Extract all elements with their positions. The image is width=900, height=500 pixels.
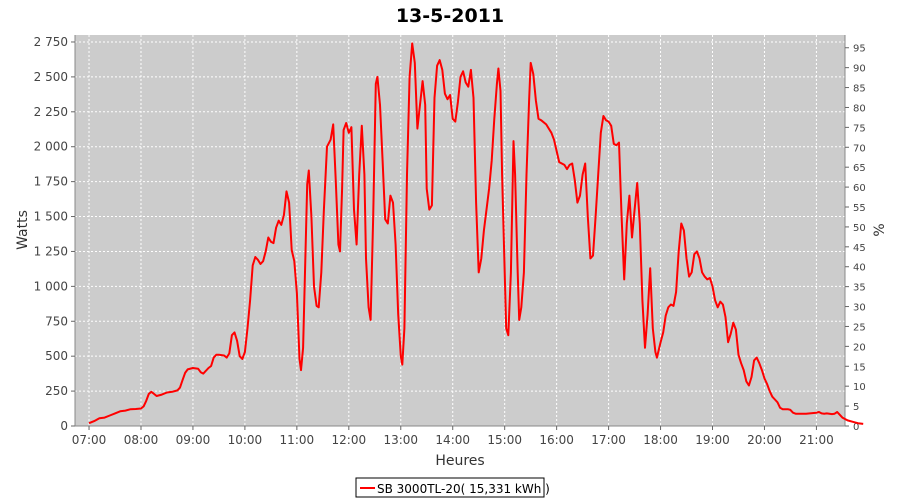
y2-tick-label: 75 xyxy=(853,123,866,134)
x-tick-label: 20:00 xyxy=(747,433,782,447)
x-tick-label: 08:00 xyxy=(124,433,159,447)
series-line xyxy=(88,42,864,425)
legend: SB 3000TL-20( 15,331 kWh ) xyxy=(355,477,550,498)
y-tick-label: 2 750 xyxy=(34,35,68,49)
x-tick-label: 09:00 xyxy=(176,433,211,447)
x-tick-label: 16:00 xyxy=(539,433,574,447)
y-tick-label: 1 000 xyxy=(34,279,68,293)
x-tick-label: 19:00 xyxy=(695,433,730,447)
y-tick-label: 750 xyxy=(45,314,68,328)
y2-tick-label: 45 xyxy=(853,243,866,254)
x-axis-label: Heures xyxy=(435,453,484,469)
y2-tick-label: 80 xyxy=(853,103,866,114)
y-tick-label: 2 000 xyxy=(34,140,68,154)
y2-tick-label: 10 xyxy=(853,382,866,393)
y2-tick-label: 70 xyxy=(853,143,866,154)
gridlines xyxy=(75,35,845,427)
y2-tick-label: 5 xyxy=(853,402,859,413)
legend-box xyxy=(355,477,545,498)
x-tick-label: 12:00 xyxy=(332,433,367,447)
y-tick-label: 1 250 xyxy=(34,244,68,258)
y-tick-label: 1 500 xyxy=(34,210,68,224)
y2-tick-label: 90 xyxy=(853,64,866,75)
series-group xyxy=(88,42,864,425)
x-tick-label: 21:00 xyxy=(799,433,834,447)
chart-title: 13-5-2011 xyxy=(396,5,504,27)
x-tick-label: 15:00 xyxy=(487,433,522,447)
legend-entry: SB 3000TL-20( 15,331 kWh ) xyxy=(377,482,550,496)
y-tick-label: 1 750 xyxy=(34,175,68,189)
y-tick-label: 2 500 xyxy=(34,70,68,84)
y-axis-ticks: 0 250 500 750 1 000 1 250 1 500 1 750 2 000 2 250… xyxy=(34,35,75,433)
x-tick-label: 17:00 xyxy=(591,433,626,447)
y2-tick-label: 15 xyxy=(853,362,866,373)
x-tick-label: 14:00 xyxy=(435,433,470,447)
y-tick-label: 2 250 xyxy=(34,105,68,119)
x-tick-label: 10:00 xyxy=(228,433,263,447)
y2-tick-label: 85 xyxy=(853,84,866,95)
y2-tick-label: 0 xyxy=(853,422,859,433)
plot-area xyxy=(75,35,845,426)
x-axis-ticks: 07:00 08:00 09:00 10:00 11:00 12:00 13:00 14:00… xyxy=(72,426,834,447)
y2-tick-label: 95 xyxy=(853,44,866,55)
y2-tick-label: 60 xyxy=(853,183,866,194)
y2-tick-label: 40 xyxy=(853,263,866,274)
y2-tick-label: 30 xyxy=(853,303,866,314)
y-axis-label: Watts xyxy=(15,210,31,250)
x-tick-label: 13:00 xyxy=(383,433,418,447)
y-tick-label: 250 xyxy=(45,384,68,398)
y2-tick-label: 20 xyxy=(853,342,866,353)
x-tick-label: 18:00 xyxy=(643,433,678,447)
x-tick-label: 07:00 xyxy=(72,433,107,447)
y2-tick-label: 55 xyxy=(853,203,866,214)
y2-tick-label: 65 xyxy=(853,163,866,174)
x-tick-label: 11:00 xyxy=(280,433,315,447)
y-tick-label: 500 xyxy=(45,349,68,363)
y2-axis-ticks: 0 5 10 15 20 25 30 35 40 45 50 55 60 65 70 75 80 85 90 95 xyxy=(845,44,866,433)
y2-axis-label: % xyxy=(872,223,888,236)
y2-tick-label: 25 xyxy=(853,322,866,333)
y-tick-label: 0 xyxy=(60,419,68,433)
y2-tick-label: 35 xyxy=(853,283,866,294)
y2-tick-label: 50 xyxy=(853,223,866,234)
